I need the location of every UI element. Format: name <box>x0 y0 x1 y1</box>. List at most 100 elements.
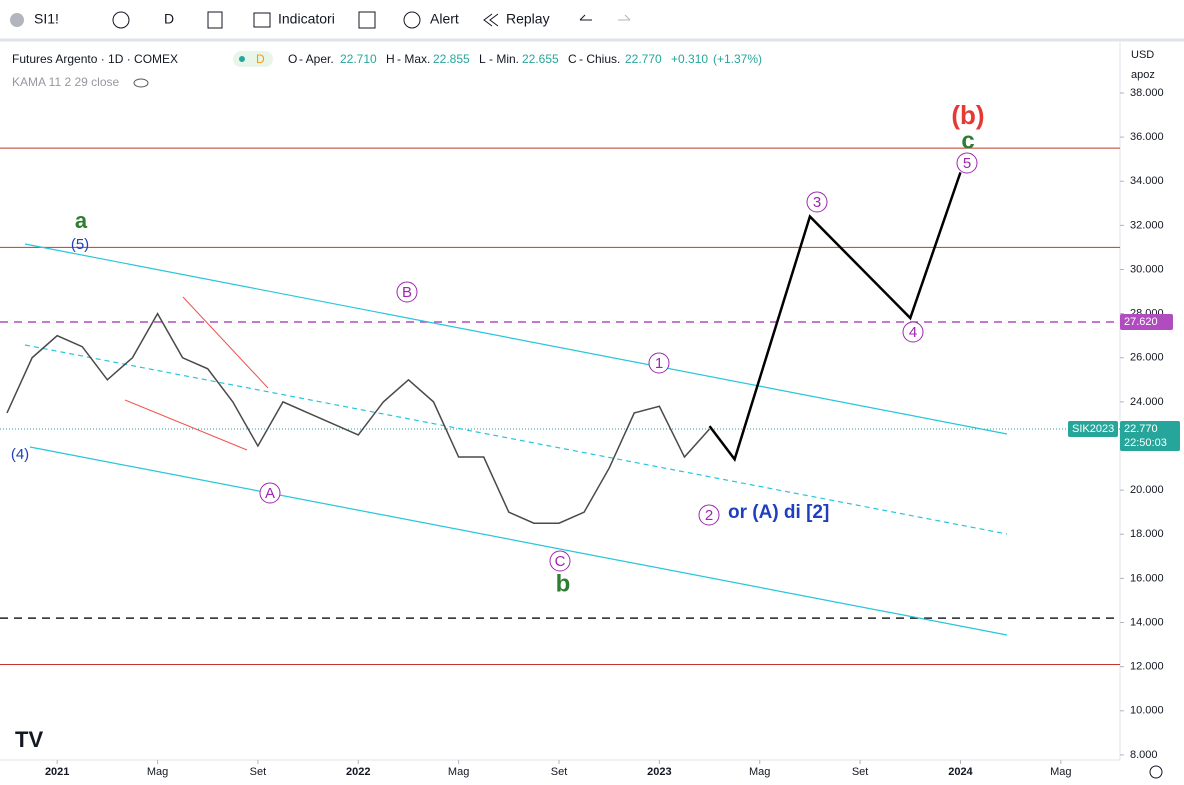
settings-button[interactable] <box>1149 765 1163 779</box>
visibility-toggle[interactable] <box>133 78 149 88</box>
y-tick-label: 16.000 <box>1130 572 1164 584</box>
chart-type-button[interactable] <box>207 11 223 29</box>
wave-circle <box>648 352 670 374</box>
y-tick-label: 8.000 <box>1130 749 1158 761</box>
y-tick-label: 30.000 <box>1130 263 1164 275</box>
wave-label: b <box>556 570 571 597</box>
badge: D <box>256 52 265 66</box>
wedge-line <box>182 296 269 389</box>
redo-button[interactable] <box>618 14 631 21</box>
badge-bg <box>233 51 273 67</box>
last-price-label: 22.770 <box>1124 423 1158 435</box>
wave-label: or (A) di [2] <box>728 502 829 523</box>
ohlc-key: C <box>568 52 577 66</box>
wave-circle <box>396 281 418 303</box>
y-tick-label: 18.000 <box>1130 528 1164 540</box>
wave-circle <box>698 504 720 526</box>
wave-circle <box>806 191 828 213</box>
x-tick-label: Set <box>551 766 568 778</box>
change: +0.310 <box>671 52 708 66</box>
interval-button[interactable]: D <box>164 11 174 27</box>
x-tick-label: 2022 <box>346 766 370 778</box>
wave-label: B <box>402 284 412 301</box>
level-label: 27.620 <box>1124 316 1158 328</box>
layouts-button[interactable] <box>358 11 376 29</box>
change-pct: (+1.37%) <box>713 52 762 66</box>
x-tick-label: 2024 <box>948 766 973 778</box>
last-price-bg <box>1120 421 1180 452</box>
ohlc-value: 22.855 <box>433 52 470 66</box>
wave-label: 1 <box>655 355 663 372</box>
wave-circle <box>956 152 978 174</box>
add-button[interactable] <box>112 11 130 29</box>
y-tick-label: 12.000 <box>1130 661 1164 673</box>
x-tick-label: Mag <box>147 766 168 778</box>
y-tick-label: 10.000 <box>1130 705 1164 717</box>
x-tick-label: Mag <box>749 766 770 778</box>
y-tick-label: 20.000 <box>1130 484 1164 496</box>
x-tick-label: Mag <box>1050 766 1071 778</box>
y-tick-label: 34.000 <box>1130 175 1164 187</box>
ohlc-name: - Min. <box>489 52 519 66</box>
y-tick-label: 24.000 <box>1130 396 1164 408</box>
countdown: 22:50:03 <box>1124 437 1167 449</box>
projection-line <box>708 171 962 462</box>
x-tick-label: Set <box>852 766 869 778</box>
ohlc-key: L <box>479 52 486 66</box>
alert-icon <box>403 11 421 29</box>
wave-label: C <box>555 553 566 570</box>
y-tick-label: 36.000 <box>1130 131 1164 143</box>
channel-upper <box>24 243 1008 435</box>
y-tick-label: 38.000 <box>1130 87 1164 99</box>
wave-circle <box>902 321 924 343</box>
ohlc-value: 22.770 <box>625 52 662 66</box>
ohlc-value: 22.710 <box>340 52 377 66</box>
ohlc-name: - Max. <box>397 52 430 66</box>
currency[interactable]: USD <box>1131 49 1154 61</box>
x-tick-label: Set <box>250 766 267 778</box>
wave-label: 3 <box>813 194 821 211</box>
status-dot <box>239 56 245 62</box>
wedge-line <box>124 399 248 451</box>
wave-label: 4 <box>909 324 917 341</box>
y-tick-label: 32.000 <box>1130 219 1164 231</box>
x-tick-label: Mag <box>448 766 469 778</box>
channel-mid <box>24 344 1008 535</box>
x-tick-label: 2023 <box>647 766 671 778</box>
indicators-button[interactable]: Indicatori <box>278 11 335 27</box>
undo-button[interactable] <box>579 14 592 21</box>
ohlc-key: H <box>386 52 395 66</box>
y-tick-label: 26.000 <box>1130 352 1164 364</box>
replay-icon <box>483 13 499 27</box>
symbol-label: SIK2023 <box>1072 423 1114 435</box>
indicators-icon <box>253 12 271 28</box>
wave-label: (5) <box>71 236 89 253</box>
channel-lower <box>29 446 1008 636</box>
alert-button[interactable]: Alert <box>430 11 459 27</box>
replay-button[interactable]: Replay <box>506 11 550 27</box>
level-label-bg <box>1120 314 1173 331</box>
ohlc-name: - Chius. <box>579 52 620 66</box>
wave-label: 2 <box>705 507 713 524</box>
logo: TV <box>15 727 43 752</box>
wave-label: A <box>265 485 275 502</box>
ohlc-value: 22.655 <box>522 52 559 66</box>
price-line <box>6 312 711 524</box>
wave-label: a <box>75 208 88 233</box>
wave-label: 5 <box>963 155 971 172</box>
symbol-button[interactable]: SI1! <box>34 11 59 27</box>
symbol-icon <box>10 13 24 27</box>
x-tick-label: 2021 <box>45 766 69 778</box>
wave-label: (b) <box>951 100 984 130</box>
scale-mode[interactable]: apoz <box>1131 69 1155 81</box>
wave-label: c <box>961 127 974 154</box>
symbol-label-bg <box>1068 421 1118 438</box>
indicator-label: KAMA 11 2 29 close <box>12 75 120 89</box>
wave-label: (4) <box>11 446 29 463</box>
ohlc-name: - Aper. <box>299 52 334 66</box>
symbol-title: Futures Argento · 1D · COMEX <box>12 52 178 66</box>
wave-circle <box>259 482 281 504</box>
ohlc-key: O <box>288 52 297 66</box>
y-tick-label: 14.000 <box>1130 616 1164 628</box>
